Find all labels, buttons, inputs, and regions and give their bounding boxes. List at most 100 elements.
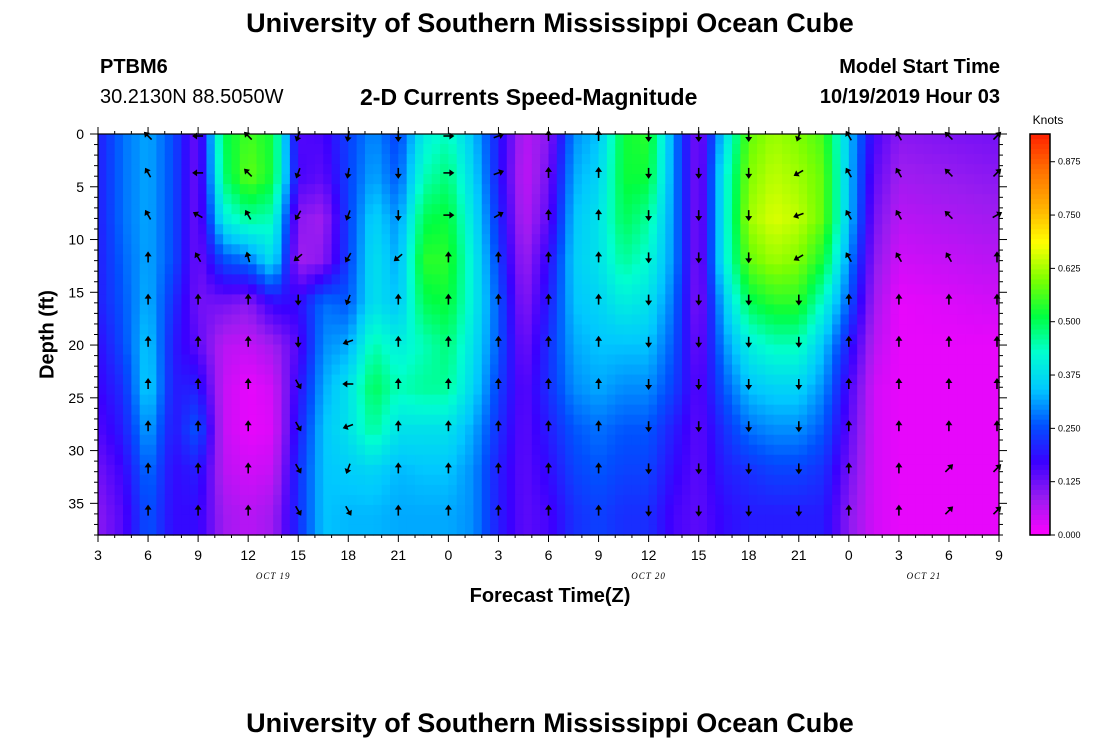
heatmap-cell xyxy=(139,254,149,265)
heatmap-cell xyxy=(565,184,575,195)
current-vector-arrow xyxy=(595,462,603,474)
heatmap-cell xyxy=(273,384,283,396)
heatmap-cell xyxy=(923,174,933,185)
heatmap-cell xyxy=(656,224,666,235)
heatmap-cell xyxy=(314,254,324,265)
heatmap-cell xyxy=(965,504,975,516)
heatmap-cell xyxy=(398,444,408,456)
heatmap-cell xyxy=(198,214,208,225)
heatmap-cell xyxy=(540,244,550,255)
heatmap-cell xyxy=(148,164,157,175)
heatmap-cell xyxy=(348,384,358,396)
heatmap-cell xyxy=(273,344,283,356)
heatmap-cell xyxy=(748,304,758,316)
heatmap-cell xyxy=(940,274,950,285)
heatmap-cell xyxy=(556,154,566,165)
heatmap-cell xyxy=(531,344,541,356)
heatmap-cell xyxy=(707,494,716,506)
heatmap-cell xyxy=(473,304,483,316)
heatmap-cell xyxy=(139,324,149,336)
heatmap-cell xyxy=(740,244,750,255)
heatmap-cell xyxy=(314,424,324,436)
heatmap-cell xyxy=(690,264,700,275)
heatmap-cell xyxy=(473,424,483,436)
heatmap-cell xyxy=(281,214,291,225)
heatmap-cell xyxy=(223,434,233,446)
heatmap-cell xyxy=(598,354,608,366)
heatmap-cell xyxy=(748,474,758,486)
heatmap-cell xyxy=(289,324,299,336)
heatmap-cell xyxy=(898,284,908,296)
heatmap-cell xyxy=(415,484,424,496)
heatmap-cell xyxy=(398,474,408,486)
heatmap-cell xyxy=(281,444,291,456)
y-tick-label: 20 xyxy=(68,337,84,353)
heatmap-cell xyxy=(540,344,550,356)
heatmap-cell xyxy=(164,224,174,235)
current-vector-arrow xyxy=(394,210,402,222)
heatmap-cell xyxy=(139,234,149,245)
current-vector-arrow xyxy=(295,421,302,432)
heatmap-cell xyxy=(189,284,199,296)
heatmap-cell xyxy=(665,314,675,326)
heatmap-cell xyxy=(840,424,850,436)
heatmap-cell xyxy=(465,154,475,165)
heatmap-cell xyxy=(790,164,800,175)
heatmap-cell xyxy=(239,374,249,386)
heatmap-cell xyxy=(114,234,124,245)
heatmap-cell xyxy=(273,514,283,526)
heatmap-cell xyxy=(139,284,149,296)
heatmap-cell xyxy=(832,374,842,386)
heatmap-cell xyxy=(214,374,224,386)
heatmap-cell xyxy=(98,224,107,235)
heatmap-cell xyxy=(198,224,208,235)
heatmap-cell xyxy=(423,394,433,406)
heatmap-cell xyxy=(656,434,666,446)
colorbar-swatch xyxy=(1030,284,1050,290)
heatmap-cell xyxy=(206,204,216,215)
heatmap-cell xyxy=(698,474,708,486)
colorbar-swatch xyxy=(1030,229,1050,235)
heatmap-cell xyxy=(106,444,116,456)
heatmap-cell xyxy=(848,284,858,296)
heatmap-cell xyxy=(164,264,174,275)
current-vector-arrow xyxy=(494,378,502,389)
heatmap-cell xyxy=(832,344,842,356)
heatmap-cell xyxy=(565,424,575,436)
heatmap-cell xyxy=(923,204,933,215)
heatmap-cell xyxy=(406,184,416,195)
heatmap-cell xyxy=(264,264,274,275)
heatmap-cell xyxy=(198,284,208,296)
heatmap-cell xyxy=(306,234,316,245)
heatmap-cell xyxy=(164,484,174,496)
heatmap-cell xyxy=(156,174,166,185)
heatmap-cell xyxy=(139,214,149,225)
heatmap-cell xyxy=(323,164,333,175)
heatmap-cell xyxy=(898,504,908,516)
heatmap-cell xyxy=(665,364,675,376)
heatmap-cell xyxy=(214,224,224,235)
heatmap-cell xyxy=(531,384,541,396)
heatmap-cell xyxy=(548,374,558,386)
heatmap-cell xyxy=(982,484,992,496)
heatmap-cell xyxy=(615,524,625,536)
heatmap-cell xyxy=(573,134,583,145)
heatmap-cell xyxy=(807,324,817,336)
heatmap-cell xyxy=(757,484,766,496)
heatmap-cell xyxy=(598,314,608,326)
heatmap-cell xyxy=(757,254,766,265)
heatmap-cell xyxy=(273,394,283,406)
heatmap-cell xyxy=(581,504,591,516)
heatmap-cell xyxy=(640,344,650,356)
heatmap-cell xyxy=(281,484,291,496)
heatmap-cell xyxy=(498,514,508,526)
heatmap-cell xyxy=(923,374,933,386)
heatmap-cell xyxy=(273,474,283,486)
heatmap-cell xyxy=(398,134,408,145)
heatmap-cell xyxy=(114,394,124,406)
heatmap-cell xyxy=(114,304,124,316)
heatmap-cell xyxy=(581,274,591,285)
colorbar-swatch xyxy=(1030,489,1050,496)
heatmap-cell xyxy=(98,424,107,436)
heatmap-cell xyxy=(490,194,500,205)
